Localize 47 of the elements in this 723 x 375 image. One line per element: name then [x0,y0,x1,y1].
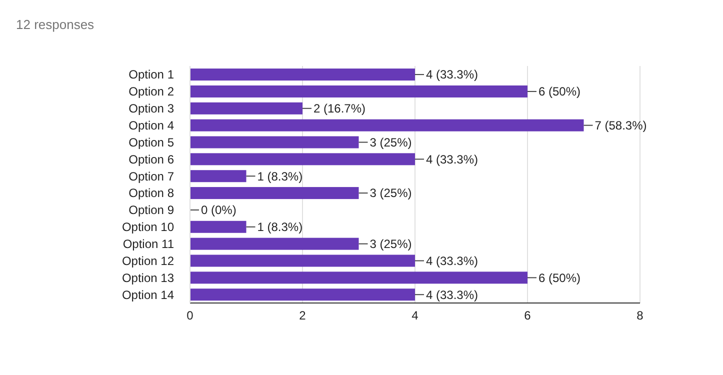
data-label: 1 (8.3%) [257,169,303,184]
data-label: 3 (25%) [370,135,412,150]
bar [190,153,415,166]
y-tick-label: Option 8 [128,186,174,200]
data-label: 1 (8.3%) [257,220,303,234]
bar [190,272,528,284]
data-label: 4 (33.3%) [426,68,478,82]
x-tick-label: 8 [636,308,644,323]
y-tick-label: Option 4 [128,118,174,133]
y-tick-label: Option 6 [128,152,174,166]
y-tick-label: Option 13 [122,270,174,285]
bar [190,102,302,114]
bar [190,119,584,132]
x-tick-label: 6 [524,308,532,323]
y-tick-label: Option 5 [128,135,174,150]
data-label: 2 (16.7%) [314,102,366,116]
x-tick-label: 4 [412,308,419,323]
y-tick-label: Option 3 [128,102,174,116]
bar [190,136,359,148]
y-tick-label: Option 12 [122,254,174,268]
y-tick-label: Option 7 [128,169,174,184]
bar [190,220,246,233]
y-tick-label: Option 10 [122,220,174,234]
y-tick-label: Option 14 [122,288,174,302]
x-tick-label: 2 [299,308,306,323]
bar [190,68,415,81]
y-tick-label: Option 11 [122,237,174,252]
x-tick-label: 0 [186,308,194,323]
y-tick-label: Option 9 [128,203,174,218]
bar [190,187,359,200]
data-label: 6 (50%) [538,270,581,285]
bar [190,170,246,182]
data-label: 6 (50%) [538,84,581,99]
y-tick-label: Option 2 [128,84,174,99]
data-label: 7 (58.3%) [594,118,647,133]
data-label: 4 (33.3%) [426,254,478,268]
y-tick-label: Option 1 [128,68,174,82]
data-label: 0 (0%) [201,203,236,218]
text: 12 responses [16,17,94,32]
data-label: 4 (33.3%) [426,152,478,166]
data-label: 3 (25%) [370,237,412,252]
data-label: 3 (25%) [370,186,412,200]
bar [190,238,359,250]
bar [190,85,528,98]
bar [190,288,415,301]
data-label: 4 (33.3%) [426,288,478,302]
bar [190,254,415,267]
